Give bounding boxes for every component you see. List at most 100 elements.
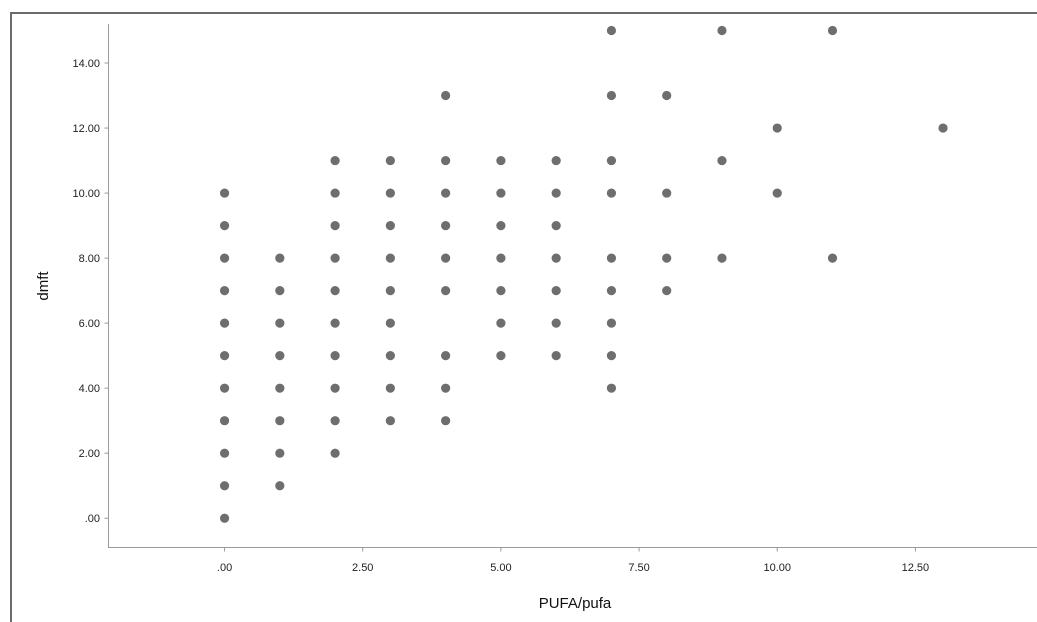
data-point [827, 253, 838, 263]
data-point [441, 155, 451, 166]
data-point [330, 351, 340, 361]
data-point [275, 351, 285, 361]
data-point [772, 123, 782, 133]
data-point [219, 416, 230, 426]
data-point [496, 351, 506, 361]
data-point [551, 286, 561, 296]
data-point [827, 25, 838, 36]
data-point [551, 318, 561, 328]
data-point [385, 318, 395, 328]
data-point [385, 351, 395, 361]
data-point [496, 286, 506, 296]
y-tick-label: 10.00 [72, 188, 100, 200]
data-point [330, 383, 340, 393]
data-point [219, 481, 230, 491]
data-point [275, 286, 285, 296]
y-tick-label: 2.00 [79, 448, 100, 460]
data-point [606, 155, 617, 166]
data-point [330, 155, 340, 166]
x-tick-label: 5.00 [490, 562, 511, 574]
x-tick-label: 2.50 [352, 562, 373, 574]
x-axis-title: PUFA/pufa [539, 595, 612, 612]
data-point [330, 318, 340, 328]
data-point [662, 286, 672, 296]
data-point [441, 253, 451, 263]
data-point [662, 253, 672, 263]
data-point [219, 448, 230, 458]
y-tick-label: 4.00 [79, 383, 100, 395]
data-point [385, 188, 395, 198]
data-point [330, 220, 340, 231]
outer-frame [10, 12, 1037, 622]
data-point [441, 220, 451, 231]
data-point [275, 383, 285, 393]
data-point [330, 448, 340, 458]
data-point [385, 253, 395, 263]
data-point [772, 188, 782, 198]
data-point [496, 318, 506, 328]
data-point [219, 220, 230, 231]
data-point [330, 188, 340, 198]
data-point [441, 416, 451, 426]
data-point [662, 90, 672, 101]
data-point [219, 318, 230, 328]
data-point [275, 253, 285, 263]
data-point [330, 416, 340, 426]
data-point [606, 25, 617, 36]
data-point [606, 383, 617, 393]
y-tick-label: 14.00 [72, 58, 100, 70]
data-point [385, 416, 395, 426]
data-point [606, 286, 617, 296]
data-point [219, 253, 230, 263]
data-point [385, 220, 395, 231]
data-point [275, 416, 285, 426]
data-point [496, 188, 506, 198]
data-point [385, 383, 395, 393]
data-point [551, 188, 561, 198]
x-tick-label: 10.00 [763, 562, 791, 574]
y-axis-ticks: .00 2.00 4.00 6.00 8.00 10.00 12.00 14.00 [72, 58, 109, 525]
data-point [219, 513, 230, 523]
data-point [606, 188, 617, 198]
data-point [441, 351, 451, 361]
y-tick-label: 6.00 [79, 318, 100, 330]
x-tick-label: 12.50 [902, 562, 930, 574]
data-point [496, 220, 506, 231]
data-point [717, 253, 727, 263]
data-point [219, 383, 230, 393]
data-point [441, 90, 451, 101]
data-point [441, 383, 451, 393]
data-point [606, 90, 617, 101]
y-tick-label: .00 [85, 513, 100, 525]
data-point [551, 220, 561, 231]
data-points [219, 25, 948, 523]
y-tick-label: 12.00 [72, 123, 100, 135]
data-point [441, 188, 451, 198]
x-tick-label: .00 [217, 562, 232, 574]
data-point [662, 188, 672, 198]
data-point [938, 123, 948, 133]
data-point [606, 253, 617, 263]
data-point [551, 253, 561, 263]
y-axis-title: dmft [35, 271, 52, 301]
data-point [219, 351, 230, 361]
data-point [606, 351, 617, 361]
data-point [606, 318, 617, 328]
data-point [219, 286, 230, 296]
data-point [717, 155, 727, 166]
data-point [551, 155, 561, 166]
data-point [275, 448, 285, 458]
data-point [330, 253, 340, 263]
data-point [441, 286, 451, 296]
y-tick-label: 8.00 [79, 253, 100, 265]
axes [108, 24, 1037, 548]
data-point [717, 25, 727, 36]
data-point [385, 286, 395, 296]
data-point [275, 318, 285, 328]
data-point [385, 155, 395, 166]
data-point [496, 253, 506, 263]
data-point [275, 481, 285, 491]
x-tick-label: 7.50 [628, 562, 649, 574]
data-point [496, 155, 506, 166]
